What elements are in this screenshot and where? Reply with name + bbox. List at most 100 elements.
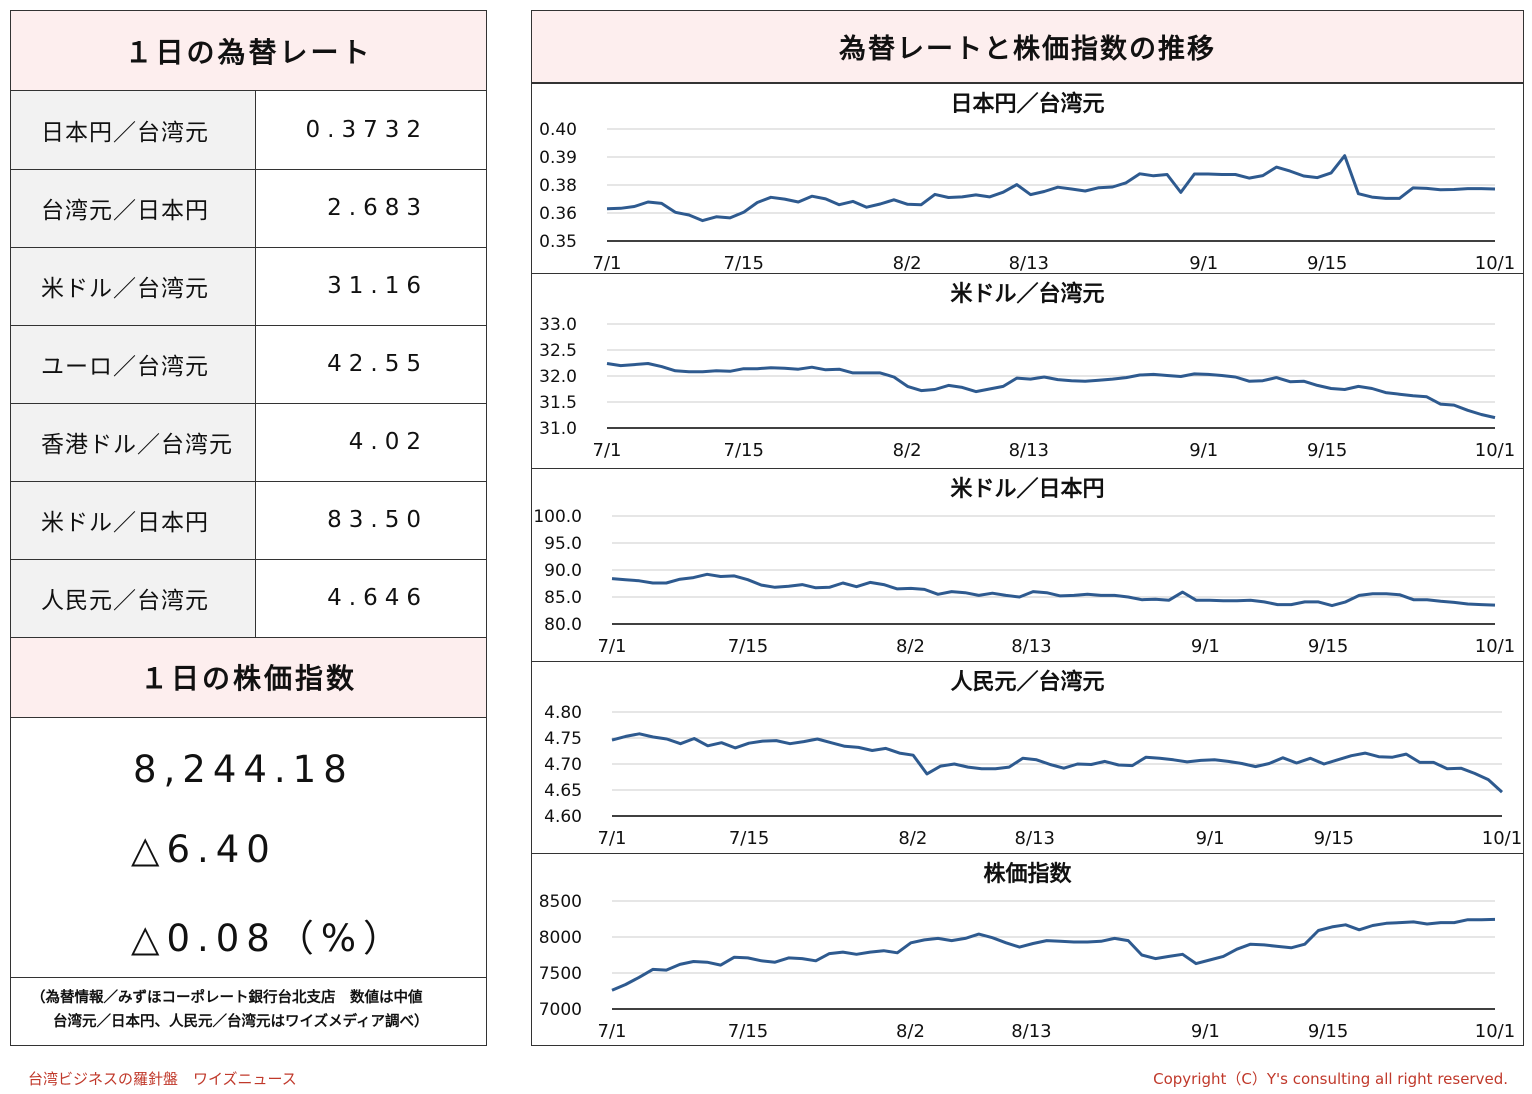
- x-tick-label: 9/15: [1307, 253, 1347, 274]
- rate-label: 台湾元／日本円: [11, 169, 256, 248]
- source-note: （為替情報／みずほコーポレート銀行台北支店 数値は中値 台湾元／日本円、人民元／…: [11, 978, 486, 1034]
- x-tick-label: 8/13: [1015, 828, 1055, 849]
- rate-value: 42.55: [255, 325, 486, 404]
- y-tick-label: 0.39: [539, 148, 577, 168]
- x-tick-label: 7/15: [728, 636, 768, 657]
- line-chart: 米ドル／日本円 100.0 95.0 90.0 85.0 80.0 7/1 7/15 8/2 8/…: [532, 468, 1523, 661]
- chart-title: 人民元／台湾元: [950, 670, 1105, 695]
- x-tick-label: 10/1: [1475, 636, 1515, 657]
- x-tick-label: 7/1: [598, 636, 627, 657]
- rate-row: 台湾元／日本円 2.683: [11, 169, 486, 248]
- trend-title: 為替レートと株価指数の推移: [532, 11, 1523, 83]
- trend-panel: 為替レートと株価指数の推移 日本円／台湾元 0.40 0.39 0.38 0.36 0.3…: [531, 10, 1524, 1046]
- rate-label: 日本円／台湾元: [11, 91, 256, 170]
- rate-label: ユーロ／台湾元: [11, 325, 256, 404]
- y-tick-label: 4.70: [544, 755, 582, 775]
- stock-index-value: 8,244.18: [133, 747, 354, 791]
- series-line: [611, 572, 1496, 608]
- y-tick-label: 8000: [539, 928, 582, 948]
- rate-value: 4.02: [255, 403, 486, 482]
- chart-svg: 0.40 0.39 0.38 0.36 0.35 7/1 7/15 8/2 8/13 9/1 9/1…: [539, 120, 1515, 274]
- line-chart: 株価指数 8500 8000 7500 7000 7/1 7/15 8/2 8/13 9/1 9/1…: [532, 853, 1523, 1047]
- x-tick-label: 9/15: [1307, 440, 1347, 461]
- x-tick-label: 7/15: [724, 440, 764, 461]
- rate-row: 人民元／台湾元 4.646: [11, 559, 486, 638]
- rate-value: 4.646: [255, 559, 486, 638]
- y-tick-label: 0.36: [539, 204, 577, 224]
- chart-title: 株価指数: [983, 862, 1072, 887]
- y-tick-label: 95.0: [544, 534, 582, 554]
- y-tick-label: 4.80: [544, 703, 582, 723]
- rates-title: １日の為替レート: [11, 11, 486, 91]
- x-tick-label: 9/15: [1308, 636, 1348, 657]
- rate-label: 人民元／台湾元: [11, 559, 256, 638]
- y-tick-label: 0.38: [539, 176, 577, 196]
- y-tick-label: 4.65: [544, 781, 582, 801]
- x-tick-label: 8/2: [893, 440, 922, 461]
- y-tick-label: 0.40: [539, 120, 577, 140]
- y-tick-label: 0.35: [539, 232, 577, 252]
- footer-copyright: Copyright（C）Y's consulting all right res…: [1153, 1070, 1508, 1088]
- y-tick-label: 31.5: [539, 393, 577, 413]
- x-tick-label: 8/2: [893, 253, 922, 274]
- rate-value: 83.50: [255, 481, 486, 560]
- x-tick-label: 9/1: [1196, 828, 1225, 849]
- y-tick-label: 32.5: [539, 341, 577, 361]
- rate-row: 米ドル／日本円 83.50: [11, 481, 486, 560]
- x-tick-label: 9/15: [1314, 828, 1354, 849]
- line-chart: 人民元／台湾元 4.80 4.75 4.70 4.65 4.60 7/1 7/15 8/2 8/1…: [532, 661, 1523, 853]
- x-tick-label: 8/13: [1009, 253, 1049, 274]
- rates-table: 日本円／台湾元 0.3732 台湾元／日本円 2.683 米ドル／台湾元 31.16 ユーロ…: [11, 91, 486, 638]
- chart-svg: 8500 8000 7500 7000 7/1 7/15 8/2 8/13 9/1 9/15 10/…: [539, 892, 1515, 1042]
- rate-value: 0.3732: [255, 91, 486, 170]
- y-tick-label: 7000: [539, 1000, 582, 1020]
- chart-svg: 100.0 95.0 90.0 85.0 80.0 7/1 7/15 8/2 8/13 9/1 9/…: [533, 507, 1515, 657]
- x-tick-label: 9/1: [1189, 440, 1218, 461]
- stock-change: △6.40: [131, 827, 277, 871]
- rate-row: 日本円／台湾元 0.3732: [11, 91, 486, 170]
- y-tick-label: 80.0: [544, 615, 582, 635]
- footer-brand: 台湾ビジネスの羅針盤 ワイズニュース: [28, 1070, 297, 1088]
- stock-title: １日の株価指数: [11, 637, 486, 718]
- x-tick-label: 8/13: [1011, 636, 1051, 657]
- x-tick-label: 7/1: [598, 1021, 627, 1042]
- y-tick-label: 32.0: [539, 367, 577, 387]
- y-tick-label: 4.75: [544, 729, 582, 749]
- x-tick-label: 8/13: [1011, 1021, 1051, 1042]
- chart-svg: 33.0 32.5 32.0 31.5 31.0 7/1 7/15 8/2 8/13 9/1 9/1…: [539, 315, 1515, 461]
- stock-summary: 8,244.18 △6.40 △0.08（%）: [11, 718, 486, 978]
- rate-row: ユーロ／台湾元 42.55: [11, 325, 486, 404]
- x-tick-label: 8/2: [896, 1021, 925, 1042]
- rate-row: 米ドル／台湾元 31.16: [11, 247, 486, 326]
- x-tick-label: 8/13: [1009, 440, 1049, 461]
- y-tick-label: 90.0: [544, 561, 582, 581]
- series-line: [611, 917, 1496, 992]
- x-tick-label: 10/1: [1482, 828, 1522, 849]
- series-line: [606, 154, 1496, 223]
- x-tick-label: 9/15: [1308, 1021, 1348, 1042]
- rate-value: 2.683: [255, 169, 486, 248]
- y-tick-label: 85.0: [544, 588, 582, 608]
- rates-panel: １日の為替レート 日本円／台湾元 0.3732 台湾元／日本円 2.683 米ドル／台湾…: [10, 10, 487, 1046]
- stock-change-percent: △0.08（%）: [131, 916, 407, 960]
- line-chart: 日本円／台湾元 0.40 0.39 0.38 0.36 0.35 7/1 7/15 8/2 8/1…: [532, 83, 1523, 274]
- line-chart: 米ドル／台湾元 33.0 32.5 32.0 31.5 31.0 7/1 7/15 8/2 8/1…: [532, 273, 1523, 468]
- y-tick-label: 31.0: [539, 419, 577, 439]
- chart-title: 日本円／台湾元: [950, 92, 1105, 117]
- y-tick-label: 7500: [539, 964, 582, 984]
- rate-label: 米ドル／日本円: [11, 481, 256, 560]
- series-line: [611, 732, 1504, 794]
- chart-svg: 4.80 4.75 4.70 4.65 4.60 7/1 7/15 8/2 8/13 9/1 9/1…: [544, 703, 1522, 849]
- x-tick-label: 8/2: [898, 828, 927, 849]
- source-note-line2: 台湾元／日本円、人民元／台湾元はワイズメディア調べ）: [53, 1013, 429, 1030]
- rate-label: 米ドル／台湾元: [11, 247, 256, 326]
- x-tick-label: 7/15: [724, 253, 764, 274]
- x-tick-label: 9/1: [1189, 253, 1218, 274]
- x-tick-label: 9/1: [1191, 1021, 1220, 1042]
- x-tick-label: 7/15: [728, 1021, 768, 1042]
- x-tick-label: 8/2: [896, 636, 925, 657]
- chart-title: 米ドル／台湾元: [950, 282, 1105, 307]
- x-tick-label: 7/1: [598, 828, 627, 849]
- rate-value: 31.16: [255, 247, 486, 326]
- source-note-line1: （為替情報／みずほコーポレート銀行台北支店 数値は中値: [31, 989, 423, 1006]
